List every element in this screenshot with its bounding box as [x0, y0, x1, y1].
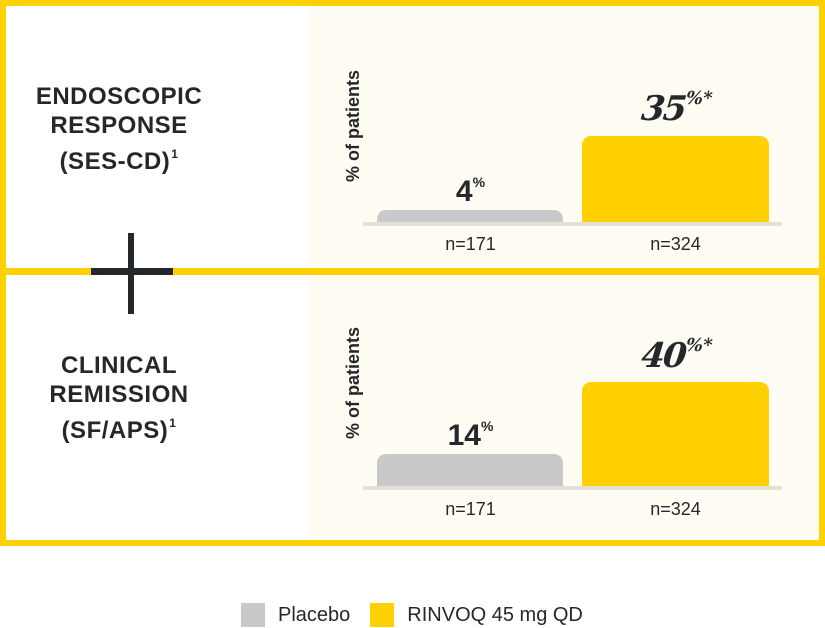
- title-line: (SES-CD): [59, 148, 171, 175]
- rinvoq-bar: [582, 382, 769, 486]
- panel-endoscopic-response: ENDOSCOPIC RESPONSE (SES-CD)1 % of patie…: [6, 6, 819, 268]
- placebo-value-label: 4%: [455, 174, 486, 208]
- panel-clinical-remission: CLINICAL REMISSION (SF/APS)1 % of patien…: [6, 275, 819, 540]
- x-axis-baseline: [363, 222, 782, 226]
- metric-title: ENDOSCOPIC RESPONSE (SES-CD)1: [6, 82, 232, 176]
- legend-item-rinvoq: RINVOQ 45 mg QD: [370, 603, 583, 627]
- rinvoq-bar: [582, 136, 769, 222]
- legend: Placebo RINVOQ 45 mg QD: [241, 603, 603, 627]
- placebo-value-label: 14%: [447, 418, 494, 452]
- metric-title: CLINICAL REMISSION (SF/APS)1: [6, 351, 232, 445]
- y-axis-label: % of patients: [343, 326, 363, 439]
- rinvoq-swatch-icon: [370, 603, 395, 627]
- x-axis-baseline: [363, 486, 782, 490]
- placebo-bar: [377, 210, 563, 222]
- rinvoq-n-label: n=324: [650, 234, 701, 254]
- legend-item-placebo: Placebo: [241, 603, 350, 627]
- footnote-ref: 1: [171, 147, 179, 161]
- y-axis-label: % of patients: [343, 69, 363, 182]
- title-line: RESPONSE: [50, 112, 188, 139]
- rinvoq-value-label: 40%*: [639, 335, 714, 376]
- placebo-swatch-icon: [241, 603, 265, 627]
- legend-label: RINVOQ 45 mg QD: [407, 603, 583, 626]
- title-line: ENDOSCOPIC: [35, 83, 203, 110]
- placebo-n-label: n=171: [445, 499, 496, 519]
- footnote-ref: 1: [169, 416, 177, 430]
- plus-icon-vertical: [128, 233, 134, 314]
- title-line: CLINICAL: [61, 352, 177, 379]
- legend-label: Placebo: [278, 603, 351, 626]
- rinvoq-n-label: n=324: [650, 499, 701, 519]
- placebo-bar: [377, 454, 563, 486]
- rinvoq-value-label: 35%*: [639, 88, 714, 129]
- title-line: (SF/APS): [61, 417, 169, 444]
- placebo-n-label: n=171: [445, 234, 496, 254]
- title-line: REMISSION: [49, 381, 189, 408]
